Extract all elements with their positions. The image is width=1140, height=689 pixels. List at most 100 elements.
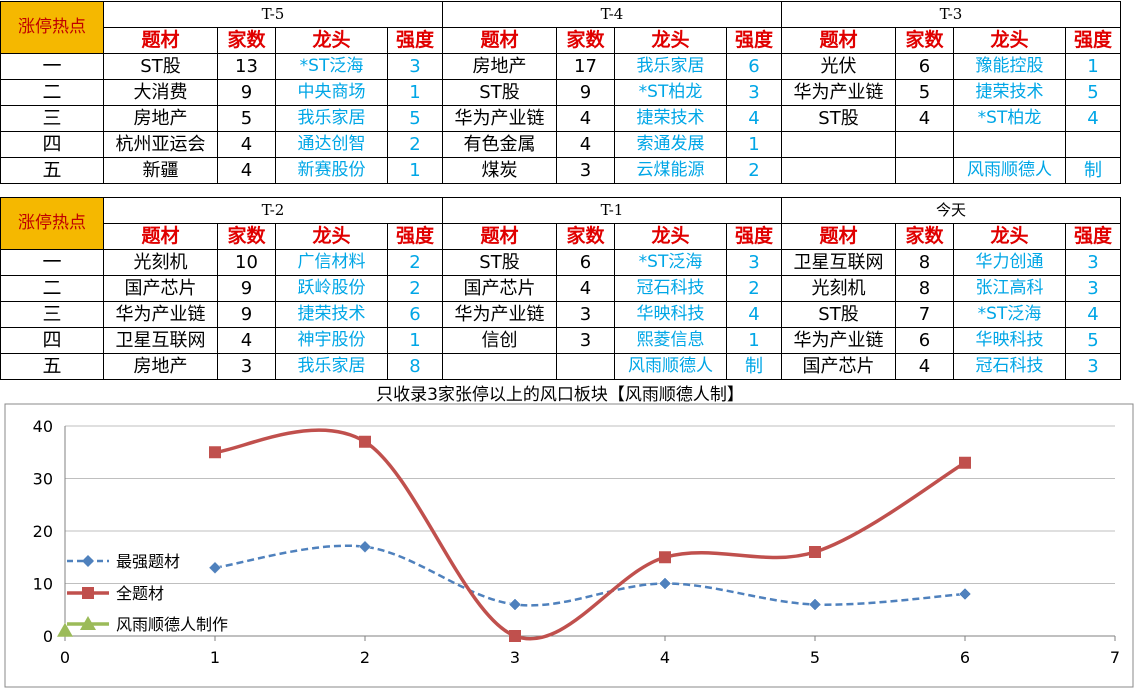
topic-cell xyxy=(781,131,896,158)
leader-cell: 风雨顺德人 xyxy=(953,157,1066,184)
topic-cell: 房地产 xyxy=(103,353,218,380)
header-topic: 题材 xyxy=(442,27,557,54)
leader-cell: 神宇股份 xyxy=(275,327,388,354)
count-cell: 3 xyxy=(556,157,615,184)
strength-cell: 4 xyxy=(726,105,782,132)
table-row: 一 ST股 13 *ST泛海 3 房地产 17 我乐家居 6 光伏 6 豫能控股 1 xyxy=(0,53,1121,80)
topic-cell: 煤炭 xyxy=(442,157,557,184)
strength-cell: 5 xyxy=(387,105,443,132)
leader-cell: 豫能控股 xyxy=(953,53,1066,80)
leader-cell: 捷荣技术 xyxy=(614,105,727,132)
period-label: T-2 xyxy=(103,197,443,224)
hot-topics-table-bottom: 涨停热点 T-2 T-1 今天 题材 家数 龙头 强度 题材 家数 龙头 强度 题材 家数 龙头 强度一光刻机… xyxy=(0,197,1121,380)
topic-cell: 华为产业链 xyxy=(781,79,896,106)
topic-cell: 光伏 xyxy=(781,53,896,80)
x-tick-label: 0 xyxy=(60,648,70,667)
count-cell: 9 xyxy=(556,79,615,106)
count-cell: 4 xyxy=(556,105,615,132)
strength-cell: 制 xyxy=(1065,157,1121,184)
y-tick-label: 20 xyxy=(33,522,53,541)
strength-cell: 6 xyxy=(726,53,782,80)
leader-cell: *ST泛海 xyxy=(614,249,727,276)
topic-cell: 杭州亚运会 xyxy=(103,131,218,158)
strength-cell: 5 xyxy=(1065,79,1121,106)
strength-cell: 4 xyxy=(1065,301,1121,328)
strength-cell: 6 xyxy=(387,301,443,328)
legend-marker xyxy=(82,587,94,599)
topic-cell: 国产芯片 xyxy=(103,275,218,302)
strength-cell: 1 xyxy=(387,157,443,184)
table-row: 一光刻机 10 广信材料 2 ST股 6 *ST泛海 3 卫星互联网 8 华力创通 3 xyxy=(0,249,1121,276)
table-row: 三房地产 5 我乐家居 5 华为产业链 4 捷荣技术 4 ST股 4 *ST柏龙 4 xyxy=(0,105,1121,132)
leader-cell: 通达创智 xyxy=(275,131,388,158)
strength-cell: 1 xyxy=(387,79,443,106)
table-row: 二国产芯片 9 跃岭股份 2 国产芯片 4 冠石科技 2 光刻机 8 张江高科 3 xyxy=(0,275,1121,302)
leader-cell: *ST泛海 xyxy=(953,301,1066,328)
leader-cell: 华映科技 xyxy=(953,327,1066,354)
row-index-label: 三 xyxy=(0,105,104,132)
row-index-label: 四 xyxy=(0,131,104,158)
data-point xyxy=(508,598,522,611)
count-cell: 4 xyxy=(895,105,954,132)
strength-cell: 5 xyxy=(1065,327,1121,354)
strength-cell: 2 xyxy=(387,275,443,302)
topic-cell: 房地产 xyxy=(103,105,218,132)
table-row: 五房地产 3 我乐家居 8 风雨顺德人制国产芯片 4 冠石科技 3 xyxy=(0,353,1121,380)
strength-cell: 3 xyxy=(1065,353,1121,380)
topic-cell: ST股 xyxy=(781,105,896,132)
table-row: 四卫星互联网 4 神宇股份 1 信创 3 熙菱信息 1 华为产业链 6 华映科技 5 xyxy=(0,327,1121,354)
topic-cell: 光刻机 xyxy=(781,275,896,302)
leader-cell: 跃岭股份 xyxy=(275,275,388,302)
leader-cell: 我乐家居 xyxy=(275,105,388,132)
table-row: 五新疆 4 新赛股份 1 煤炭 3 云煤能源 2 风雨顺德人制 xyxy=(0,157,1121,184)
leader-cell: 冠石科技 xyxy=(614,275,727,302)
topic-cell: 信创 xyxy=(442,327,557,354)
x-tick-label: 5 xyxy=(810,648,820,667)
strength-cell: 3 xyxy=(726,249,782,276)
count-cell: 6 xyxy=(895,327,954,354)
topic-cell: 有色金属 xyxy=(442,131,557,158)
topic-cell xyxy=(781,157,896,184)
header-strength: 强度 xyxy=(1065,27,1121,54)
topic-cell: 大消费 xyxy=(103,79,218,106)
count-cell: 9 xyxy=(217,301,276,328)
row-index-label: 二 xyxy=(0,275,104,302)
data-point xyxy=(359,435,371,448)
row-index-label: 二 xyxy=(0,79,104,106)
count-cell: 13 xyxy=(217,53,276,80)
leader-cell: *ST柏龙 xyxy=(614,79,727,106)
line-chart: 只收录3家张停以上的风口板块【风雨顺德人制】 0 10 20 30 40 0 1 2 3 4 5 6 7 最… xyxy=(4,385,1134,688)
header-topic: 题材 xyxy=(103,223,218,250)
topic-cell: 华为产业链 xyxy=(442,105,557,132)
topic-cell: ST股 xyxy=(442,79,557,106)
topic-cell: 卫星互联网 xyxy=(103,327,218,354)
strength-cell: 制 xyxy=(726,353,782,380)
x-tick-label: 4 xyxy=(660,648,670,667)
count-cell: 8 xyxy=(895,275,954,302)
count-cell: 9 xyxy=(217,79,276,106)
period-label: T-4 xyxy=(442,1,782,28)
topic-cell: ST股 xyxy=(103,53,218,80)
header-topic: 题材 xyxy=(442,223,557,250)
data-point xyxy=(959,456,971,469)
hot-topics-label: 涨停热点 xyxy=(0,1,104,54)
table-row: 四杭州亚运会 4 通达创智 2 有色金属 4 索通发展 1 xyxy=(0,131,1121,158)
period-label: T-3 xyxy=(781,1,1121,28)
header-leader: 龙头 xyxy=(953,27,1066,54)
count-cell: 6 xyxy=(556,249,615,276)
count-cell xyxy=(556,353,615,380)
topic-cell xyxy=(442,353,557,380)
strength-cell: 3 xyxy=(387,53,443,80)
header-strength: 强度 xyxy=(726,223,782,250)
legend-label: 风雨顺德人制作 xyxy=(116,615,228,634)
hot-topics-table-top: 涨停热点 T-5 T-4 T-3 题材 家数 龙头 强度 题材 家数 龙头 强度 题材 家数 龙头 强度一 ST… xyxy=(0,1,1121,184)
leader-cell: 我乐家居 xyxy=(614,53,727,80)
count-cell: 4 xyxy=(895,353,954,380)
topic-cell: 华为产业链 xyxy=(442,301,557,328)
data-point xyxy=(358,540,372,554)
row-index-label: 三 xyxy=(0,301,104,328)
y-tick-label: 30 xyxy=(33,470,53,489)
topic-cell: 华为产业链 xyxy=(103,301,218,328)
strength-cell xyxy=(1065,131,1121,158)
data-point xyxy=(659,551,671,564)
